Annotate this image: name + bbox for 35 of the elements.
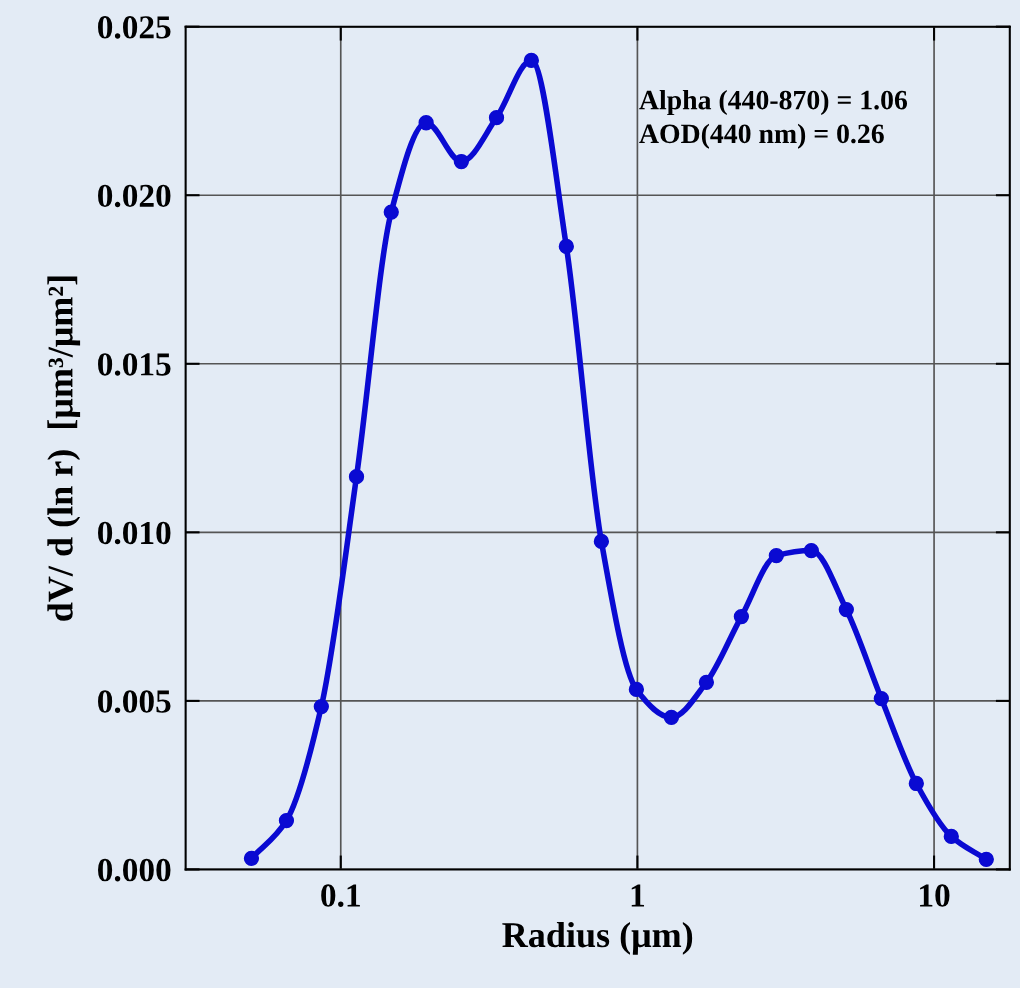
point (733, 608, 750, 625)
y-tick-label: 0.010 (98, 521, 171, 545)
y-tick-label: 0.020 (98, 184, 171, 208)
point (593, 533, 610, 550)
point (278, 812, 295, 829)
point (383, 204, 399, 220)
point (698, 674, 715, 690)
x-tick-label: 10 (920, 884, 950, 907)
point (768, 547, 784, 564)
point (488, 110, 505, 126)
point (838, 601, 854, 618)
point (873, 690, 889, 707)
point (628, 681, 645, 698)
y-axis-title: dV/ d (ln r) [μm³/μm²] (47, 276, 81, 621)
point (243, 850, 260, 866)
y-tick-label: 0.025 (98, 16, 171, 39)
point (978, 851, 994, 867)
point (313, 698, 329, 715)
point (803, 542, 819, 559)
point (943, 828, 959, 845)
x-axis-title: Radius (μm) (502, 921, 693, 955)
x-tick-label: 0.1 (321, 884, 360, 907)
point (418, 115, 434, 131)
x-tick-label: 1 (631, 884, 645, 907)
point (558, 238, 574, 255)
point (523, 52, 539, 69)
point (908, 775, 924, 792)
y-tick-label: 0.000 (98, 858, 171, 882)
y-tick-label: 0.005 (98, 690, 171, 713)
annotation: Alpha (440-870) = 1.06 (639, 89, 908, 116)
point (348, 469, 365, 485)
annotation: AOD(440 nm) = 0.26 (639, 123, 884, 149)
point (663, 709, 680, 726)
y-tick-label: 0.015 (98, 353, 171, 376)
point (453, 153, 469, 170)
